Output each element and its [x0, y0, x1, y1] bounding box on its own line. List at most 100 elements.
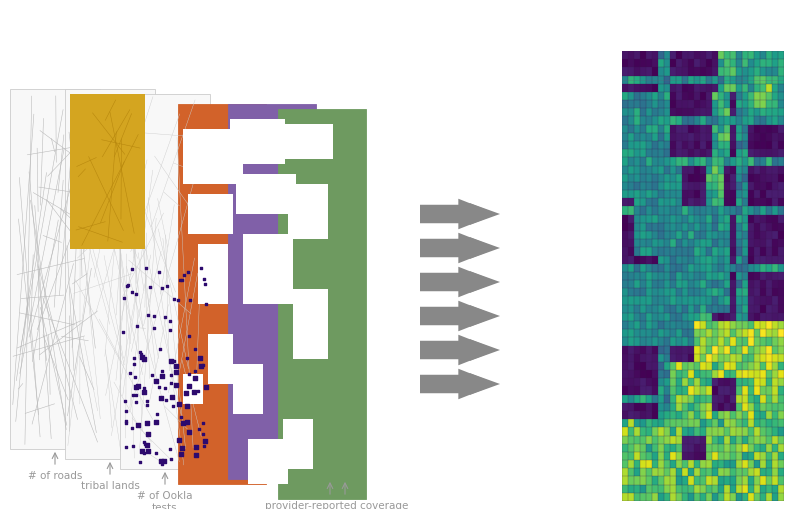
Point: [120, 407, 133, 415]
Point: [129, 373, 142, 381]
Point: [161, 282, 174, 291]
Point: [127, 360, 140, 368]
Point: [189, 443, 202, 451]
Bar: [293, 289, 328, 359]
Point: [152, 383, 165, 391]
Point: [165, 379, 178, 387]
Polygon shape: [420, 305, 500, 327]
Point: [117, 327, 130, 335]
Point: [144, 284, 157, 292]
Point: [188, 345, 201, 353]
Point: [119, 397, 132, 405]
Bar: [65, 89, 155, 459]
Point: [136, 352, 149, 360]
Point: [164, 456, 177, 464]
Point: [126, 424, 138, 432]
Point: [172, 436, 185, 444]
Point: [130, 383, 142, 391]
Point: [180, 418, 193, 426]
Polygon shape: [420, 339, 500, 361]
Bar: [288, 184, 328, 239]
Point: [156, 284, 169, 292]
Point: [166, 402, 179, 410]
Point: [187, 388, 200, 396]
Point: [176, 276, 189, 285]
Point: [198, 275, 210, 283]
Point: [123, 370, 136, 378]
Point: [188, 374, 201, 382]
Point: [182, 428, 195, 436]
Bar: [283, 419, 313, 469]
Point: [197, 430, 210, 438]
Point: [165, 357, 178, 365]
Bar: [228, 104, 316, 479]
Point: [165, 371, 178, 379]
Point: [189, 367, 202, 375]
Point: [176, 419, 189, 427]
Point: [156, 460, 169, 468]
Point: [184, 296, 197, 304]
Text: provider-reported coverage: provider-reported coverage: [266, 501, 409, 509]
Point: [150, 409, 163, 417]
Point: [147, 324, 160, 332]
Point: [139, 264, 152, 272]
Point: [182, 268, 194, 276]
Point: [150, 377, 162, 385]
Bar: [230, 119, 285, 164]
Point: [140, 419, 153, 427]
Point: [130, 290, 142, 298]
Bar: [233, 364, 263, 414]
Point: [173, 400, 186, 408]
Point: [131, 382, 144, 390]
Point: [191, 387, 204, 395]
Point: [141, 430, 154, 438]
Point: [164, 317, 177, 325]
Point: [160, 397, 173, 405]
Point: [133, 348, 146, 356]
Point: [126, 265, 138, 273]
Point: [170, 362, 182, 370]
Point: [126, 442, 139, 450]
Point: [190, 450, 202, 459]
Point: [142, 447, 154, 456]
Point: [182, 382, 195, 390]
Bar: [178, 104, 266, 484]
Point: [170, 368, 183, 376]
Point: [126, 391, 139, 399]
Point: [154, 345, 166, 353]
Point: [197, 419, 210, 428]
Polygon shape: [420, 373, 500, 395]
Point: [129, 391, 142, 399]
Point: [174, 276, 186, 284]
Bar: [198, 244, 228, 304]
Point: [195, 362, 208, 371]
Point: [149, 449, 162, 457]
Point: [130, 322, 143, 330]
Point: [200, 383, 213, 391]
Point: [194, 354, 206, 362]
Point: [119, 417, 132, 425]
Point: [193, 425, 206, 433]
Point: [175, 449, 188, 458]
Point: [130, 398, 142, 406]
Point: [181, 354, 194, 362]
Point: [138, 388, 150, 396]
Bar: [243, 234, 293, 304]
Point: [119, 443, 132, 451]
Bar: [283, 124, 333, 159]
Point: [155, 366, 168, 375]
Point: [175, 444, 188, 452]
Bar: [248, 439, 288, 484]
Bar: [278, 109, 366, 499]
Point: [197, 442, 210, 450]
Point: [140, 441, 153, 449]
Point: [158, 313, 171, 321]
Point: [127, 354, 140, 362]
Point: [154, 394, 167, 402]
Point: [198, 279, 211, 288]
Point: [135, 447, 148, 455]
Polygon shape: [420, 271, 500, 293]
Point: [168, 295, 181, 303]
Bar: [236, 174, 296, 214]
Point: [154, 457, 167, 465]
